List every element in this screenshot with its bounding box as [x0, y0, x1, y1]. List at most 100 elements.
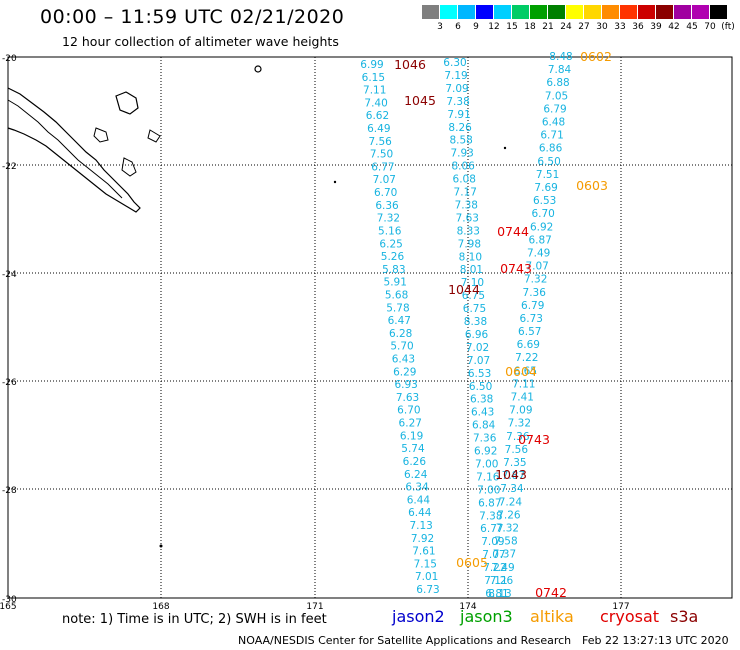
- wave-height-label: 6.77: [371, 161, 394, 173]
- wave-height-label: 7.34: [500, 483, 524, 495]
- wave-height-label: 6.08: [453, 174, 476, 186]
- wave-height-label: 7.05: [545, 90, 568, 102]
- wave-height-label: 7.49: [527, 247, 550, 259]
- wave-height-label: 7.26: [490, 575, 514, 587]
- wave-height-label: 6.81: [485, 588, 508, 600]
- color-swatch: [656, 5, 673, 19]
- pass-time-label: 0744: [497, 224, 529, 239]
- color-swatch: [422, 5, 439, 19]
- pass-time-label: 0743: [518, 432, 550, 447]
- wave-height-label: 6.53: [468, 368, 491, 380]
- wave-height-label: 6.27: [399, 418, 422, 430]
- coastline-inner: [7, 99, 123, 199]
- wave-height-label: 7.10: [461, 277, 484, 289]
- color-swatch: [476, 5, 493, 19]
- wave-height-label: 8.06: [451, 161, 475, 173]
- wave-height-label: 7.84: [548, 64, 572, 76]
- latitude-tick-label: -24: [2, 270, 17, 280]
- color-swatch: [458, 5, 475, 19]
- longitude-tick-label: 174: [459, 602, 476, 612]
- coastline-island: [93, 127, 109, 143]
- wave-height-label: 6.28: [389, 328, 412, 340]
- coastline-island: [121, 157, 137, 177]
- wave-height-label: 6.26: [403, 456, 427, 468]
- wave-height-label: 7.01: [415, 571, 438, 583]
- island-dot: [333, 180, 337, 184]
- wave-height-label: 7.63: [396, 392, 419, 404]
- wave-height-label: 6.19: [400, 430, 423, 442]
- page-subtitle: 12 hour collection of altimeter wave hei…: [62, 34, 339, 49]
- wave-height-label: 6.50: [469, 381, 492, 393]
- color-swatch: [440, 5, 457, 19]
- island-dot: [159, 544, 163, 548]
- wave-height-label: 7.63: [456, 212, 479, 224]
- wave-height-label: 6.87: [528, 234, 551, 246]
- wave-height-label: 7.22: [515, 352, 538, 364]
- wave-height-label: 7.41: [511, 392, 534, 404]
- color-swatch: [512, 5, 529, 19]
- color-swatch: [620, 5, 637, 19]
- wave-height-label: 7.32: [377, 213, 400, 225]
- wave-height-label: 6.88: [546, 77, 569, 89]
- latitude-tick-label: -22: [2, 162, 17, 172]
- color-scale-tick: 9: [473, 22, 479, 32]
- wave-height-label: 7.35: [503, 457, 526, 469]
- wave-height-label: 6.75: [462, 290, 485, 302]
- wave-height-label: 6.93: [394, 379, 417, 391]
- legend-altika: altika: [530, 607, 574, 626]
- color-swatch: [530, 5, 547, 19]
- wave-height-label: 6.43: [471, 407, 494, 419]
- wave-height-label: 7.36: [506, 431, 530, 443]
- page-title: 00:00 – 11:59 UTC 02/21/2020: [40, 6, 345, 28]
- color-scale-tick: 24: [560, 22, 572, 32]
- longitude-tick-label: 177: [612, 602, 629, 612]
- wave-height-label: 7.07: [482, 549, 505, 561]
- wave-height-label: 7.09: [509, 405, 532, 417]
- wave-height-label: 6.87: [478, 497, 501, 509]
- wave-height-label: 7.61: [412, 546, 435, 558]
- longitude-tick-label: 165: [0, 602, 17, 612]
- pass-time-label: 1046: [394, 57, 426, 72]
- color-scale-tick: 3: [437, 22, 443, 32]
- wave-height-label: 8.13: [488, 588, 511, 600]
- wave-height-label: 6.15: [362, 72, 385, 84]
- wave-height-label: 6.34: [405, 482, 429, 494]
- pass-time-label: 0605: [456, 555, 488, 570]
- island-dot: [503, 146, 507, 150]
- wave-height-label: 8.01: [460, 264, 483, 276]
- color-swatch: [638, 5, 655, 19]
- wave-height-label: 6.38: [470, 394, 493, 406]
- wave-height-label: 6.79: [543, 103, 566, 115]
- longitude-tick-label: 171: [306, 602, 323, 612]
- wave-height-label: 6.99: [360, 59, 383, 71]
- wave-height-label: 7.69: [534, 182, 557, 194]
- wave-height-label: 6.70: [531, 208, 554, 220]
- color-scale-tick: 12: [488, 22, 500, 32]
- color-swatch: [602, 5, 619, 19]
- color-swatch: [494, 5, 511, 19]
- wave-height-label: 6.36: [375, 200, 399, 212]
- latitude-tick-label: -20: [2, 54, 17, 64]
- wave-height-label: 5.91: [384, 277, 407, 289]
- wave-height-label: 5.74: [401, 443, 425, 455]
- island-outline: [254, 65, 262, 73]
- wave-height-label: 7.22: [483, 562, 506, 574]
- pass-time-label: 0742: [535, 585, 567, 600]
- wave-height-label: 7.56: [368, 136, 392, 148]
- wave-height-label: 7.11: [363, 85, 386, 97]
- color-scale-tick: 33: [614, 22, 626, 32]
- latitude-tick-label: -30: [2, 595, 17, 605]
- color-scale-tick: 30: [596, 22, 608, 32]
- wave-height-label: 6.79: [521, 300, 544, 312]
- wave-height-label: 6.92: [474, 446, 497, 458]
- wave-height-label: 6.48: [542, 116, 565, 128]
- wave-height-label: 8.26: [448, 122, 472, 134]
- wave-height-label: 6.30: [443, 57, 466, 69]
- color-scale-tick: 70: [704, 22, 716, 32]
- wave-height-label: 6.77: [480, 523, 503, 535]
- wave-height-label: 6.86: [539, 143, 563, 155]
- wave-height-label: 7.07: [373, 174, 396, 186]
- wave-height-label: 5.68: [385, 289, 408, 301]
- wave-height-label: 5.26: [381, 251, 405, 263]
